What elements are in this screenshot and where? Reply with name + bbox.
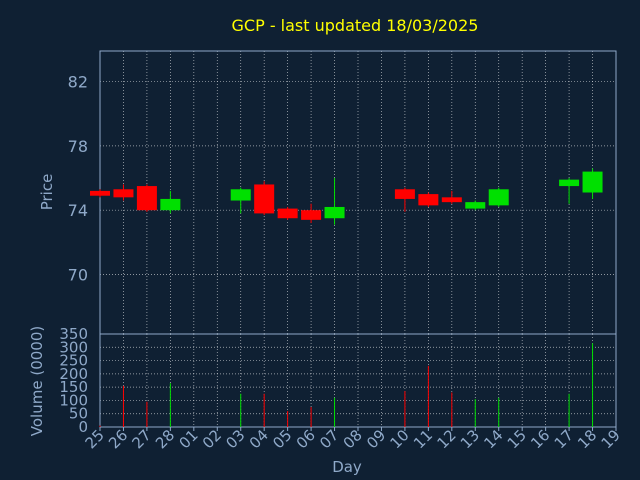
x-tick-label: 06	[293, 426, 319, 452]
x-axis: 2526272801020304050607080910111213141516…	[82, 426, 624, 452]
price-axis-label: Price	[38, 174, 56, 211]
volume-tick-label: 150	[59, 378, 88, 396]
candle-body	[160, 198, 181, 211]
candle-body	[90, 190, 110, 196]
x-tick-label: 04	[246, 426, 272, 452]
candle-body	[324, 206, 345, 219]
x-tick-label: 17	[551, 426, 577, 452]
x-tick-label: 09	[363, 426, 389, 452]
candle-body	[394, 189, 415, 199]
x-tick-label: 27	[129, 426, 155, 452]
x-tick-label: 13	[457, 426, 483, 452]
volume-tick-label: 200	[59, 365, 88, 383]
x-tick-label: 07	[316, 426, 342, 452]
volume-tick-label: 300	[59, 338, 88, 356]
price-tick-label: 74	[68, 201, 88, 220]
x-axis-label: Day	[332, 458, 362, 476]
x-tick-label: 03	[222, 426, 248, 452]
candle-body	[488, 189, 509, 206]
candle-body	[301, 210, 322, 220]
candle-body	[418, 194, 439, 206]
candle-body	[113, 189, 134, 198]
volume-tick-label: 50	[69, 405, 88, 423]
x-tick-label: 16	[527, 426, 553, 452]
x-tick-label: 12	[433, 426, 459, 452]
candle-body	[582, 171, 603, 193]
candle-body	[136, 186, 157, 211]
candle-body	[441, 197, 462, 203]
x-tick-label: 11	[410, 426, 436, 452]
volume-tick-label: 0	[78, 418, 88, 436]
price-tick-label: 82	[68, 73, 88, 92]
x-tick-label: 15	[504, 426, 530, 452]
x-tick-label: 14	[480, 426, 506, 452]
volume-axis-label: Volume (0000)	[28, 326, 46, 436]
x-tick-label: 28	[152, 426, 178, 452]
x-tick-label: 26	[105, 426, 131, 452]
price-tick-label: 78	[68, 137, 88, 156]
candle-body	[230, 189, 251, 201]
candle-body	[277, 208, 298, 219]
price-panel: 70 74 78 82	[68, 50, 617, 335]
x-tick-label: 08	[340, 426, 366, 452]
volume-tick-label: 250	[59, 352, 88, 370]
volume-tick-label: 100	[59, 391, 88, 409]
x-tick-label: 18	[574, 426, 600, 452]
volume-tick-label: 350	[59, 325, 88, 343]
price-tick-label: 70	[68, 266, 88, 285]
x-tick-label: 05	[269, 426, 295, 452]
candle-body	[254, 184, 275, 214]
candle-body	[559, 179, 580, 187]
x-tick-label: 10	[387, 426, 413, 452]
x-tick-label: 01	[175, 426, 201, 452]
x-tick-label: 02	[199, 426, 225, 452]
x-tick-label: 19	[598, 426, 624, 452]
candle-body	[465, 202, 486, 209]
chart-title: GCP - last updated 18/03/2025	[232, 16, 479, 35]
volume-panel-frame	[99, 333, 617, 428]
